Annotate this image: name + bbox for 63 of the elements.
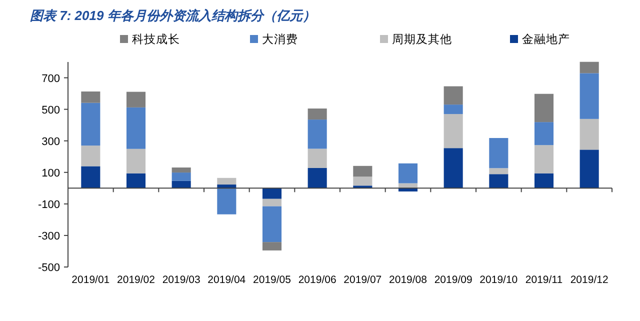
bar: [534, 173, 554, 188]
x-tick-label: 2019/12: [570, 274, 608, 286]
x-tick-label: 2019/04: [208, 274, 246, 286]
bar: [398, 188, 418, 192]
bar: [353, 166, 372, 177]
x-tick-label: 2019/10: [480, 274, 518, 286]
bar: [262, 188, 282, 199]
bar: [534, 94, 554, 122]
legend-label: 大消费: [262, 33, 298, 46]
bar: [534, 145, 554, 174]
bar: [580, 73, 599, 119]
bar: [262, 198, 282, 206]
bar: [81, 102, 100, 146]
bar: [126, 173, 146, 188]
bar: [444, 114, 463, 148]
bar: [81, 146, 100, 166]
x-tick-label: 2019/02: [117, 274, 156, 286]
chart-title: 图表 7: 2019 年各月份外资流入结构拆分（亿元）: [30, 8, 316, 23]
bar: [444, 104, 463, 114]
bar: [534, 122, 554, 146]
bar: [217, 188, 236, 214]
bar: [580, 118, 599, 150]
x-tick-label: 2019/09: [434, 274, 472, 286]
bar: [308, 168, 327, 188]
bar: [489, 174, 508, 188]
bar: [580, 150, 599, 188]
x-tick-label: 2019/11: [525, 274, 563, 286]
y-tick-label: 100: [42, 167, 60, 180]
bar: [308, 148, 327, 168]
bar: [444, 148, 463, 188]
bar: [580, 62, 599, 74]
bar: [262, 206, 282, 242]
bar: [126, 107, 146, 149]
y-tick-label: 700: [42, 72, 60, 85]
y-tick-label: -300: [38, 230, 60, 242]
bar: [444, 86, 463, 105]
y-tick-label: 500: [42, 104, 60, 116]
x-tick-label: 2019/05: [253, 274, 292, 286]
legend-label: 科技成长: [132, 33, 180, 46]
bar: [172, 172, 191, 181]
x-tick-label: 2019/03: [162, 274, 200, 286]
bar: [308, 108, 327, 120]
bar: [398, 163, 418, 184]
bar: [81, 91, 100, 103]
bar: [217, 178, 236, 185]
bar: [172, 167, 191, 173]
legend-label: 周期及其他: [392, 33, 452, 46]
y-tick-label: -500: [38, 262, 60, 274]
bar: [126, 92, 146, 108]
bar: [308, 120, 327, 149]
y-tick-label: -100: [38, 198, 60, 211]
y-tick-label: 300: [42, 136, 60, 148]
x-tick-label: 2019/06: [298, 274, 336, 286]
bar: [81, 166, 100, 188]
legend-label: 金融地产: [522, 32, 570, 46]
bar: [262, 242, 282, 250]
bar: [126, 148, 146, 174]
x-tick-label: 2019/08: [389, 274, 428, 286]
bar: [489, 138, 508, 168]
x-tick-label: 2019/07: [344, 274, 382, 286]
bar: [489, 168, 508, 174]
bar: [353, 176, 372, 186]
x-tick-label: 2019/01: [72, 274, 110, 286]
